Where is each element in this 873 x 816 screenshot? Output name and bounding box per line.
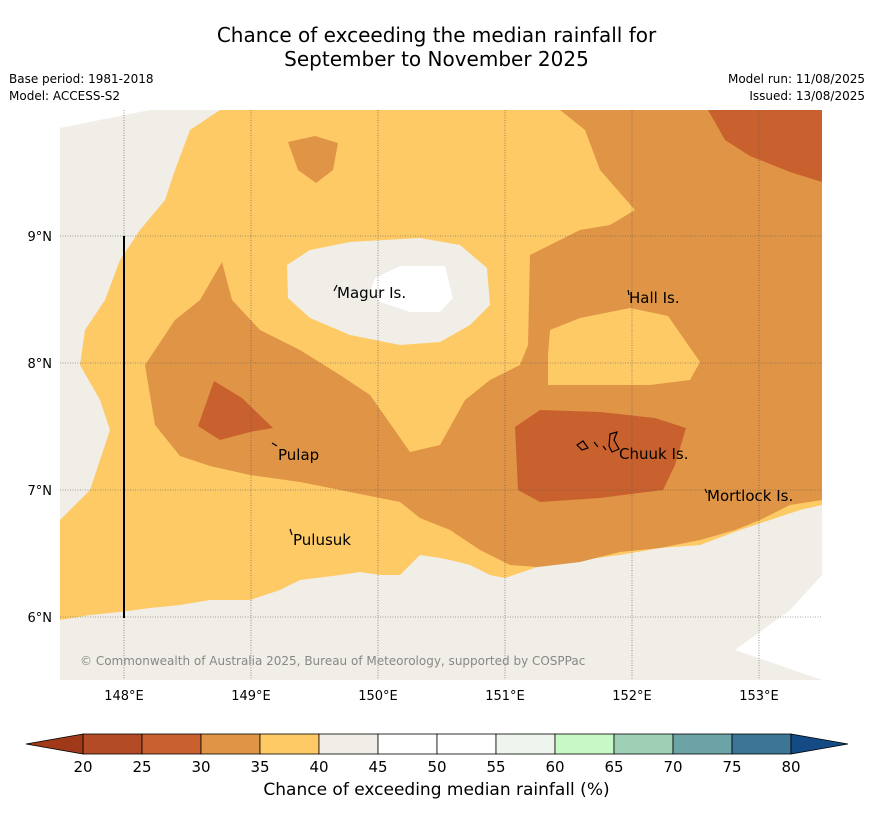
colorbar-tick-label: 35 — [250, 758, 269, 776]
colorbar-tick-label: 60 — [545, 758, 564, 776]
lat-label-7: 7°N — [28, 484, 53, 499]
lon-label-148: 148°E — [104, 689, 144, 704]
colorbar-tick-label: 80 — [781, 758, 800, 776]
lon-label-152: 152°E — [612, 689, 652, 704]
colorbar-tick-label: 30 — [191, 758, 210, 776]
lon-label-153: 153°E — [739, 689, 779, 704]
pulap-island-shape — [271, 442, 278, 447]
place-labels: Magur Is. Hall Is. Pulap Chuuk Is. Mortl… — [278, 284, 793, 549]
meta-right: Model run: 11/08/2025 Issued: 13/08/2025 — [728, 71, 865, 105]
magur-island-shape — [333, 284, 338, 292]
colorbar-swatch — [377, 733, 438, 755]
zone-white-magur — [370, 266, 453, 312]
colorbar-swatch — [495, 733, 556, 755]
latitude-labels: 9°N 8°N 7°N 6°N — [28, 230, 53, 626]
copyright-text: © Commonwealth of Australia 2025, Bureau… — [80, 654, 585, 668]
place-chuuk: Chuuk Is. — [619, 445, 688, 463]
lat-label-6: 6°N — [28, 611, 53, 626]
lon-label-149: 149°E — [231, 689, 271, 704]
colorbar-swatch — [672, 733, 733, 755]
colorbar-tick-label: 40 — [309, 758, 328, 776]
colorbar-swatch — [82, 733, 143, 755]
colorbar-swatch — [259, 733, 320, 755]
colorbar-swatch — [613, 733, 674, 755]
zone-25-30-chuuk — [515, 410, 686, 502]
meta-left: Base period: 1981-2018 Model: ACCESS-S2 — [9, 71, 154, 105]
colorbar-swatch — [200, 733, 261, 755]
colorbar-title: Chance of exceeding median rainfall (%) — [263, 780, 610, 800]
pulusuk-island-shape — [289, 528, 293, 536]
colorbar-swatch — [554, 733, 615, 755]
colorbar-tick-label: 70 — [663, 758, 682, 776]
colorbar-tick-label: 45 — [368, 758, 387, 776]
rainfall-map: Magur Is. Hall Is. Pulap Chuuk Is. Mortl… — [25, 110, 849, 776]
island-markers — [271, 284, 708, 536]
place-pulusuk: Pulusuk — [293, 531, 351, 549]
model-run: Model run: 11/08/2025 — [727, 72, 865, 86]
issued-date: Issued: 13/08/2025 — [749, 89, 865, 103]
colorbar-swatch — [141, 733, 202, 755]
white-nw — [60, 110, 150, 128]
zone-25-30-pulap — [198, 381, 273, 440]
graticule — [60, 110, 822, 680]
lon-label-151: 151°E — [485, 689, 525, 704]
zone-35-40-hall — [548, 308, 700, 385]
place-magur: Magur Is. — [337, 284, 406, 302]
mortlock-island-shape — [704, 488, 708, 494]
lon-label-150: 150°E — [358, 689, 398, 704]
lat-label-8: 8°N — [28, 357, 53, 372]
colorbar-tick-label: 50 — [427, 758, 446, 776]
white-se — [735, 575, 822, 680]
map-title-line2: September to November 2025 — [284, 47, 589, 71]
colorbar-swatch — [436, 733, 497, 755]
colorbar-tick-label: 75 — [722, 758, 741, 776]
place-hall: Hall Is. — [629, 289, 680, 307]
place-mortlock: Mortlock Is. — [707, 487, 793, 505]
colorbar-over-arrow — [790, 733, 849, 755]
colorbar-tick-label: 55 — [486, 758, 505, 776]
colorbar-tick-label: 25 — [132, 758, 151, 776]
colorbar: 20 25 30 35 40 45 50 55 60 65 70 75 80 — [25, 733, 849, 776]
colorbar-tick-label: 20 — [73, 758, 92, 776]
place-pulap: Pulap — [278, 446, 319, 464]
colorbar-swatch — [318, 733, 379, 755]
colorbar-swatch — [731, 733, 792, 755]
contour-fills — [60, 110, 822, 680]
hall-island-shape — [627, 289, 630, 296]
longitude-labels: 148°E 149°E 150°E 151°E 152°E 153°E — [104, 689, 779, 704]
zone-25-30-ne — [708, 110, 822, 182]
model-name: Model: ACCESS-S2 — [9, 89, 121, 103]
colorbar-under-arrow — [25, 733, 84, 755]
colorbar-tick-label: 65 — [604, 758, 623, 776]
chuuk-lagoon-shape — [576, 431, 620, 453]
zone-30-35-north — [288, 136, 338, 183]
lat-label-9: 9°N — [28, 230, 53, 245]
map-title-line1: Chance of exceeding the median rainfall … — [216, 23, 657, 47]
base-period: Base period: 1981-2018 — [9, 72, 154, 86]
